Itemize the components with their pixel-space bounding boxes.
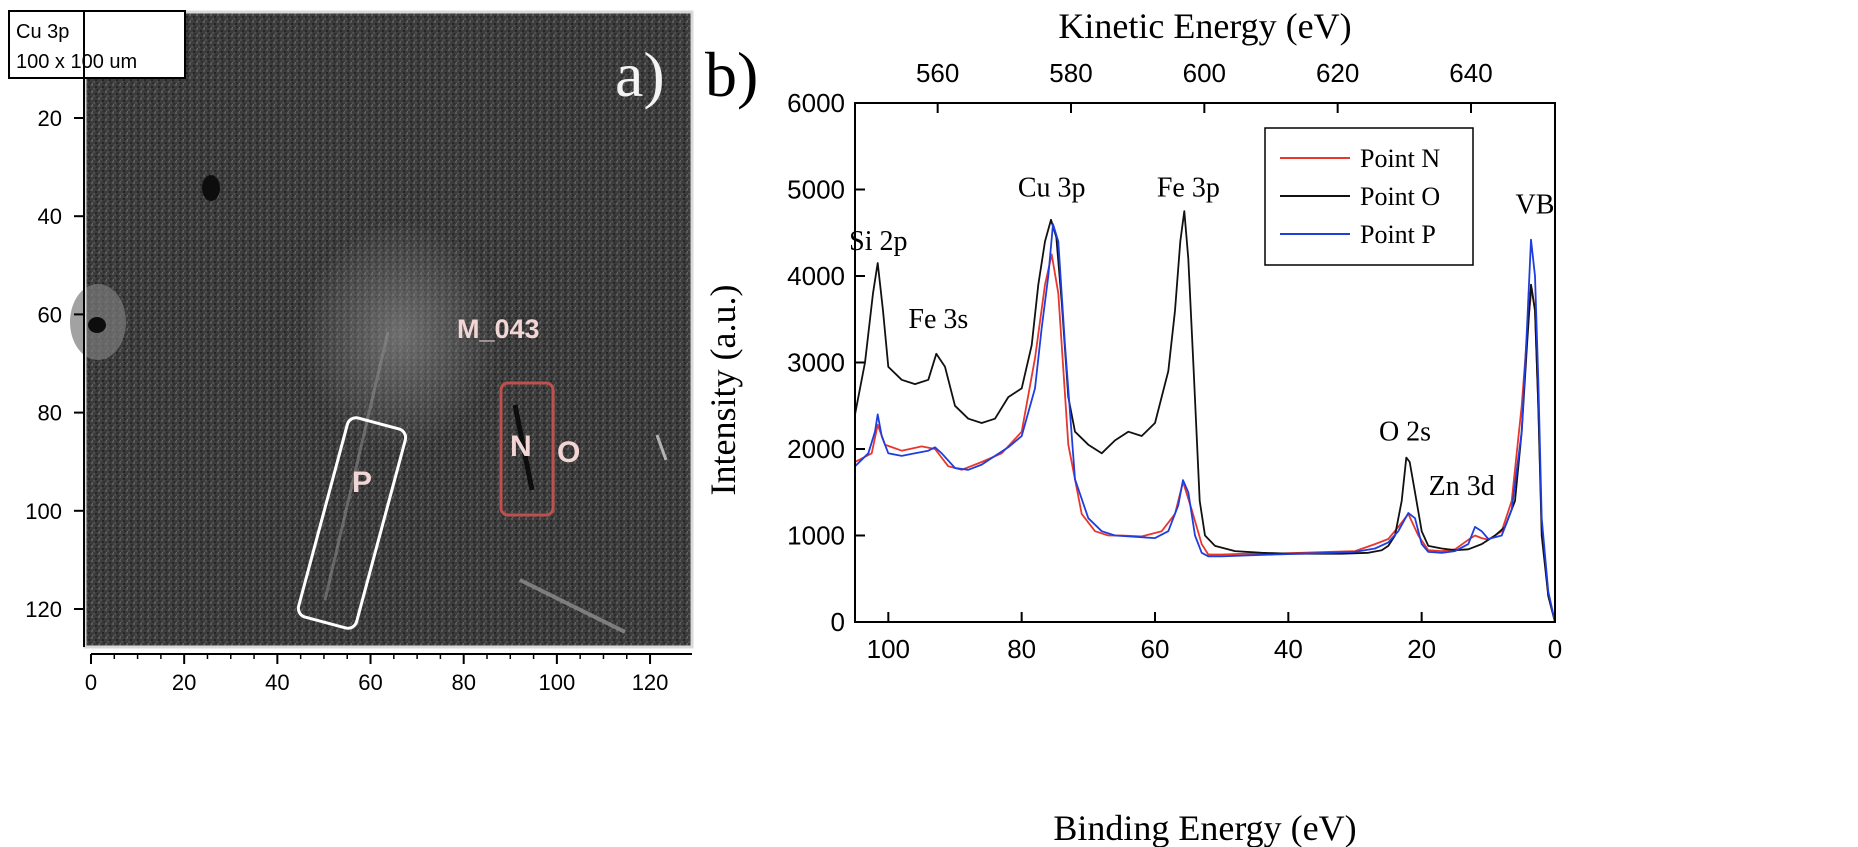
x-tick-label: 80 [1007, 634, 1036, 664]
map-y-tick-label: 120 [25, 597, 62, 622]
map-streak-3 [512, 404, 535, 491]
x-tick-label: 20 [1407, 634, 1436, 664]
top-x-tick-label: 620 [1316, 58, 1359, 88]
legend-label: Point N [1360, 144, 1440, 173]
top-axis-title: Kinetic Energy (eV) [1058, 6, 1351, 46]
top-x-tick-label: 560 [916, 58, 959, 88]
map-axes: 0 20 40 60 80 100 120 20 40 60 80 100 120 [25, 12, 692, 695]
legend-label: Point P [1360, 220, 1436, 249]
map-info-size: 100 x 100 um [16, 51, 137, 73]
top-x-tick-label: 640 [1449, 58, 1492, 88]
peak-annotation: Fe 3s [908, 304, 968, 335]
peak-annotation: Zn 3d [1429, 471, 1495, 502]
map-y-tick-label: 20 [38, 106, 62, 131]
peak-annotation: VB [1516, 190, 1555, 221]
y-tick-label: 4000 [787, 261, 845, 291]
y-tick-label: 6000 [787, 88, 845, 118]
peak-annotation: Cu 3p [1018, 172, 1086, 203]
panel-b-label: b) [705, 39, 758, 110]
map-dark-spot-left [88, 317, 106, 333]
x-tick-label: 40 [1274, 634, 1303, 664]
point-p-label: P [352, 466, 372, 499]
map-x-tick-label: 40 [265, 670, 289, 695]
y-tick-label: 3000 [787, 348, 845, 378]
top-x-tick-label: 600 [1183, 58, 1226, 88]
chart-series [854, 210, 1556, 623]
peak-annotation: Fe 3p [1157, 172, 1220, 203]
map-x-tick-label: 60 [358, 670, 382, 695]
legend-items: Point N Point O Point P [1280, 144, 1440, 249]
x-axis-title: Binding Energy (eV) [1053, 808, 1356, 847]
map-x-tick-label: 100 [539, 670, 576, 695]
panel-a: Cu 3p 100 x 100 um a) M_043 P N O 0 20 40 6… [8, 10, 694, 695]
point-n-box [499, 381, 555, 517]
map-dark-spot-top [202, 175, 220, 201]
top-x-tick-label: 580 [1049, 58, 1092, 88]
legend: Point N Point O Point P [1264, 127, 1474, 266]
sample-label: M_043 [457, 314, 540, 344]
map-info-box [8, 10, 186, 79]
map-streak-4 [655, 434, 668, 461]
map-x-tick-label: 80 [451, 670, 475, 695]
x-tick-label: 100 [867, 634, 910, 664]
map-streak-1 [519, 578, 626, 634]
y-tick-label: 5000 [787, 175, 845, 205]
peak-annotation: O 2s [1379, 416, 1431, 447]
map-y-tick-label: 80 [38, 401, 62, 426]
point-o-label: O [557, 436, 580, 469]
map-y-tick-label: 60 [38, 302, 62, 327]
map-x-tick-label: 20 [172, 670, 196, 695]
legend-label: Point O [1360, 182, 1440, 211]
x-tick-label: 60 [1141, 634, 1170, 664]
series-line-point-o [854, 210, 1556, 623]
panel-a-label: a) [615, 39, 665, 110]
map-info-title: Cu 3p [16, 21, 69, 43]
panel-b: b) Kinetic Energy (eV) Binding Energy (e… [703, 6, 1562, 847]
x-tick-label: 0 [1548, 634, 1562, 664]
map-x-tick-label: 0 [85, 670, 97, 695]
map-streak-2 [323, 331, 390, 601]
point-p-box [296, 416, 408, 630]
chart-axes: 100 80 60 40 20 00100020003000400050006000560… [787, 58, 1562, 664]
map-y-tick-label: 100 [25, 499, 62, 524]
map-x-tick-label: 120 [632, 670, 669, 695]
peak-annotation: Si 2p [849, 226, 907, 257]
y-axis-title: Intensity (a.u.) [703, 285, 743, 496]
map-y-tick-label: 40 [38, 204, 62, 229]
y-tick-label: 2000 [787, 434, 845, 464]
map-bright-region [300, 220, 500, 450]
y-tick-label: 0 [831, 607, 845, 637]
plot-frame [854, 102, 1556, 623]
y-tick-label: 1000 [787, 521, 845, 551]
point-n-label: N [510, 430, 532, 463]
series-line-point-p [854, 223, 1556, 623]
chart-annotations: Si 2p Fe 3s Cu 3p Fe 3p VB O 2s Zn 3d [849, 172, 1554, 501]
